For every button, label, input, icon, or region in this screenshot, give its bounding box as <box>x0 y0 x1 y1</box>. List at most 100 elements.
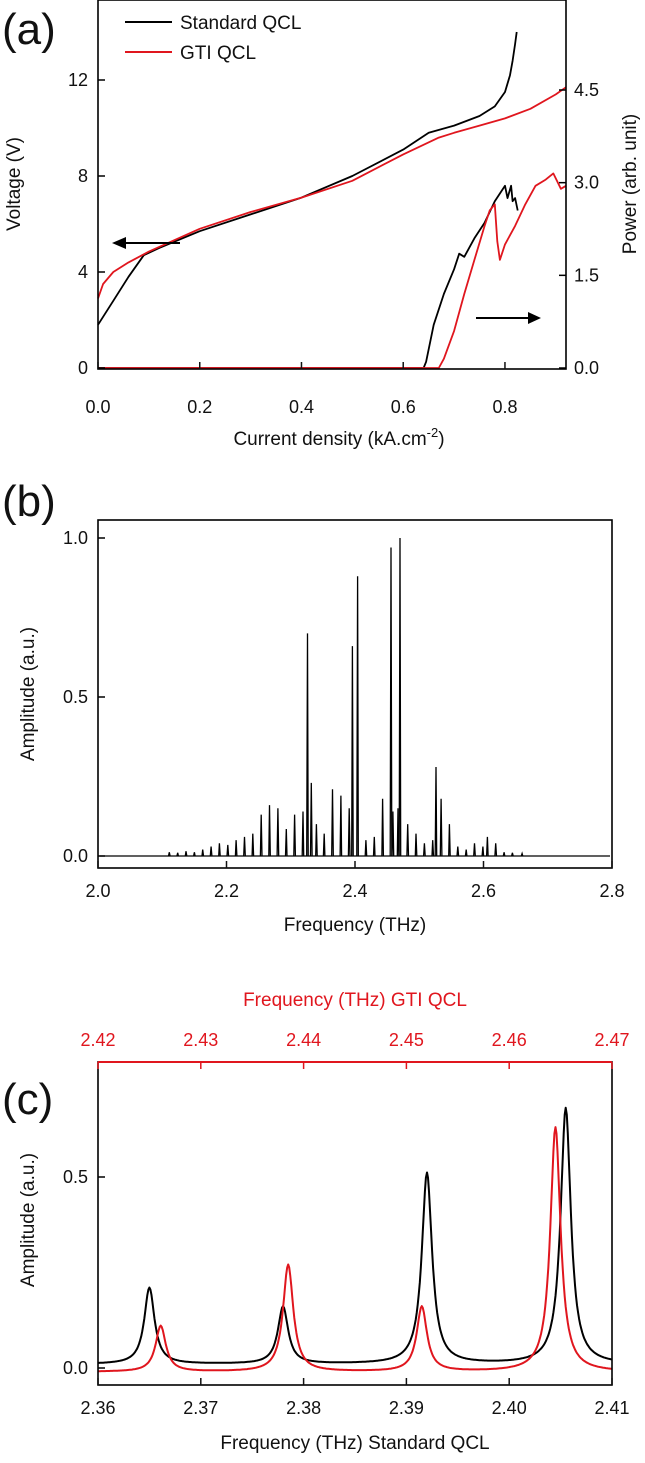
panel-b-peak-4 <box>201 849 205 857</box>
panel-c-xtop-tick-label-4: 2.46 <box>492 1030 527 1050</box>
panel-a-yr-tick-label-0: 0.0 <box>574 358 599 378</box>
panel-b-peak-1 <box>176 852 180 857</box>
panel-b-peak-6 <box>218 843 221 857</box>
panel-c-series-1 <box>98 1126 613 1373</box>
panel-c-y-tick-label-1: 0.5 <box>63 1167 88 1187</box>
panel-c-xtop-tick-label-3: 2.45 <box>389 1030 424 1050</box>
legend-label-standard: Standard QCL <box>180 13 301 34</box>
panel-a-x-tick-label-0: 0.0 <box>85 397 110 417</box>
panel-a-frame <box>97 0 567 370</box>
panel-b-peak-41 <box>464 849 468 857</box>
panel-b-peak-35 <box>422 843 426 857</box>
panel-a-xlabel-sup: -2 <box>427 425 439 440</box>
panel-a-y-tick-label-2: 8 <box>78 166 88 186</box>
panel-b-peak-26 <box>364 840 368 857</box>
panel-b-peak-24 <box>351 646 354 857</box>
panel-c-xlabel-top: Frequency (THz) GTI QCL <box>243 990 467 1011</box>
panel-b-peak-37 <box>434 766 438 857</box>
panel-a-y-tick-label-1: 4 <box>78 262 88 282</box>
panel-b-y-tick-label-0: 0.0 <box>63 846 88 866</box>
panel-a-x-tick-label-2: 0.4 <box>289 397 314 417</box>
panel-c: Frequency (THz) GTI QCL (c) 2.36 2.37 2.38… <box>2 990 630 1454</box>
panel-b-peak-8 <box>234 840 238 857</box>
panel-c-xlabel: Frequency (THz) Standard QCL <box>220 1433 489 1454</box>
panel-a-legend: Standard QCL GTI QCL <box>125 13 301 64</box>
panel-a-y-tick-label-0: 0 <box>78 358 88 378</box>
panel-b-peak-27 <box>372 836 376 857</box>
panel-a: (a) 0.0 0.2 0.4 0.6 0.8 0 4 8 12 0.0 1.5 3.0 4.5 Sta… <box>2 0 641 450</box>
panel-a-xlabel-main: Current density (kA.cm <box>233 429 426 450</box>
panel-a-x-tick-label-1: 0.2 <box>187 397 212 417</box>
panel-b-peak-12 <box>268 805 271 857</box>
panel-b-peak-5 <box>209 846 213 857</box>
panel-b-peak-40 <box>456 846 460 857</box>
panel-b-peak-19 <box>315 824 318 857</box>
panel-b-peak-31 <box>396 808 400 857</box>
panel-c-xtop-tick-label-2: 2.44 <box>286 1030 321 1050</box>
panel-b-peak-14 <box>284 828 288 857</box>
panel-b-peak-29 <box>389 547 393 857</box>
panel-b-peak-36 <box>431 840 435 857</box>
panel-a-ylabel: Voltage (V) <box>4 137 25 231</box>
panel-b-peak-30 <box>391 811 395 857</box>
panel-b-peak-17 <box>306 633 309 857</box>
panel-c-ylabel: Amplitude (a.u.) <box>18 1153 39 1287</box>
panel-b-xlabel: Frequency (THz) <box>284 915 427 936</box>
panel-b-peak-39 <box>448 824 451 857</box>
panel-c-x-tick-label-0: 2.36 <box>80 1398 115 1418</box>
panel-c-x-tick-label-3: 2.39 <box>389 1398 424 1418</box>
panel-c-xtop-tick-label-1: 2.43 <box>183 1030 218 1050</box>
panel-b-ylabel: Amplitude (a.u.) <box>18 627 39 761</box>
panel-b-peak-9 <box>243 836 246 857</box>
panel-b-peak-48 <box>520 851 524 857</box>
panel-b-x-tick-label-4: 2.8 <box>599 881 624 901</box>
panel-c-y-tick-label-0: 0.0 <box>63 1358 88 1378</box>
panel-a-xlabel: Current density (kA.cm-2) <box>233 425 444 450</box>
panel-b-peak-7 <box>226 844 230 857</box>
panel-a-series-0 <box>97 31 518 326</box>
panel-b-peak-20 <box>322 833 326 857</box>
panel-c-x-tick-label-5: 2.41 <box>594 1398 629 1418</box>
panel-b-peak-38 <box>439 798 443 857</box>
panel-b-peak-47 <box>510 852 514 857</box>
panel-a-xlabel-end: ) <box>438 429 444 450</box>
panel-b-peak-18 <box>309 782 313 857</box>
left-arrow <box>112 237 180 249</box>
panel-c-frame <box>97 1061 613 1386</box>
panel-b-label: (b) <box>2 477 56 526</box>
panel-b-peak-13 <box>276 808 280 857</box>
panel-b-peak-34 <box>414 833 418 857</box>
panel-c-x-tick-label-4: 2.40 <box>492 1398 527 1418</box>
panel-b-x-tick-label-2: 2.4 <box>342 881 367 901</box>
panel-a-yr-tick-label-2: 3.0 <box>574 173 599 193</box>
panel-a-series-2 <box>98 184 519 369</box>
panel-b-peak-33 <box>406 824 410 857</box>
panel-a-x-tick-label-3: 0.6 <box>391 397 416 417</box>
panel-b-peak-21 <box>331 789 334 857</box>
panel-b-peak-46 <box>502 852 506 857</box>
panel-b-peak-28 <box>381 798 385 857</box>
panel-b-peak-15 <box>293 814 297 857</box>
panel-b-peak-0 <box>167 852 171 857</box>
panel-b-peak-44 <box>485 836 489 857</box>
panel-c-x-tick-label-2: 2.38 <box>286 1398 321 1418</box>
panel-b-frame <box>97 519 613 869</box>
panel-b-x-tick-label-1: 2.2 <box>214 881 239 901</box>
panel-c-x-tick-label-1: 2.37 <box>183 1398 218 1418</box>
panel-a-ylabel-right: Power (arb. unit) <box>620 114 641 254</box>
panel-b-peak-22 <box>339 795 343 857</box>
panel-a-x-tick-label-4: 0.8 <box>492 397 517 417</box>
panel-c-xtop-tick-label-0: 2.42 <box>80 1030 115 1050</box>
panel-c-xtop-tick-label-5: 2.47 <box>594 1030 629 1050</box>
panel-b-peak-45 <box>494 843 498 857</box>
panel-b-peak-16 <box>301 811 305 857</box>
panel-b-y-tick-label-1: 0.5 <box>63 687 88 707</box>
panel-a-y-tick-label-3: 12 <box>68 70 88 90</box>
panel-b-peak-11 <box>259 814 263 857</box>
legend-label-gti: GTI QCL <box>180 43 256 64</box>
panel-b-peak-32 <box>398 537 402 857</box>
panel-b-peak-25 <box>356 576 359 857</box>
panel-a-label: (a) <box>2 5 56 54</box>
panel-a-yr-tick-label-3: 4.5 <box>574 80 599 100</box>
